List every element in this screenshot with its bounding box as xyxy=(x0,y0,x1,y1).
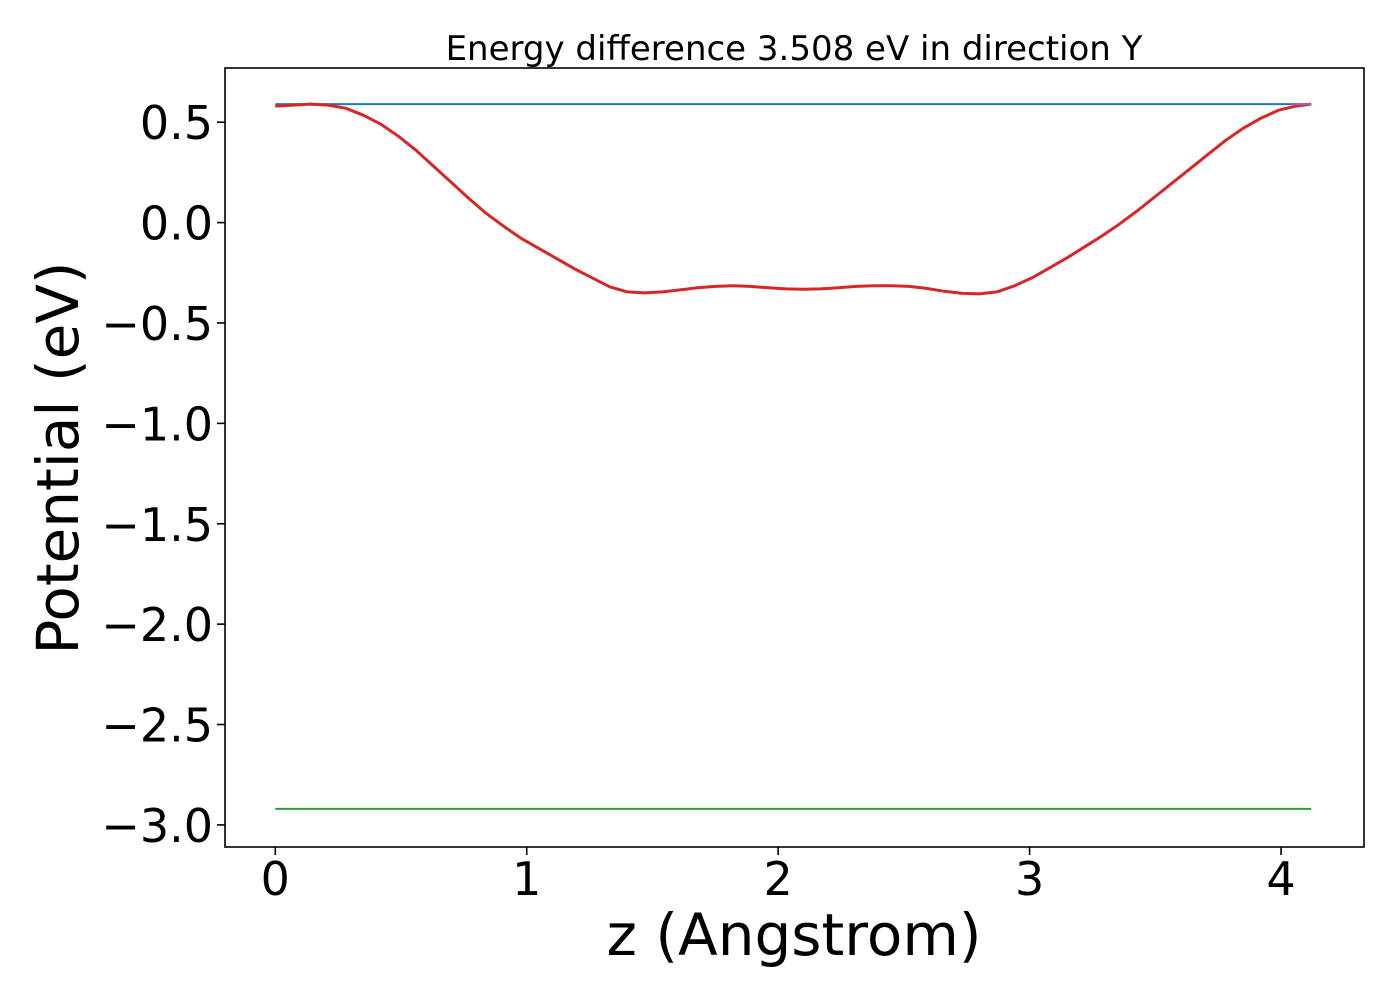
y-tick-label: −1.0 xyxy=(101,397,213,451)
y-tick-label: −2.0 xyxy=(101,598,213,652)
plot-area-frame xyxy=(224,67,1365,848)
y-tick-label: −3.0 xyxy=(101,799,213,853)
y-axis-label: Potential (eV) xyxy=(24,261,92,654)
y-tick-label: −2.5 xyxy=(101,699,213,753)
x-tick-label: 1 xyxy=(512,852,541,906)
y-axis: 0.5 0.0 −0.5 −1.0 −1.5 −2.0 −2.5 −3.0 xyxy=(101,96,225,853)
y-tick-label: −1.5 xyxy=(101,498,213,552)
x-axis: 0 1 2 3 4 xyxy=(261,847,1296,906)
x-tick-label: 2 xyxy=(764,852,793,906)
series-layer xyxy=(275,102,1312,810)
series-line-3 xyxy=(275,102,1312,296)
x-tick-label: 0 xyxy=(261,852,290,906)
y-tick-label: −0.5 xyxy=(101,297,213,351)
chart-title: Energy difference 3.508 eV in direction … xyxy=(446,29,1143,69)
x-axis-label: z (Angstrom) xyxy=(607,901,982,969)
x-tick-label: 4 xyxy=(1266,852,1295,906)
x-tick-label: 3 xyxy=(1015,852,1044,906)
y-tick-label: 0.0 xyxy=(140,197,213,251)
y-tick-label: 0.5 xyxy=(140,96,213,150)
